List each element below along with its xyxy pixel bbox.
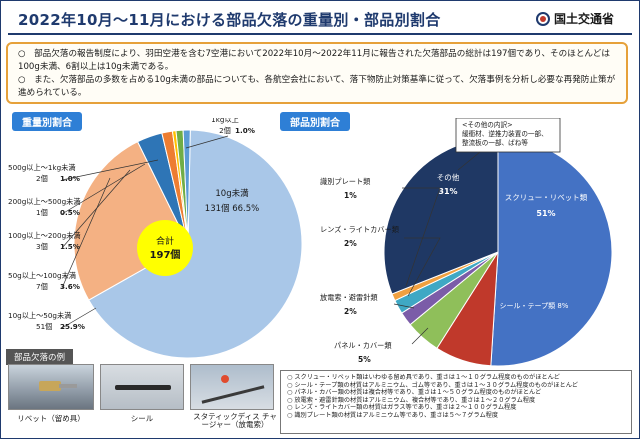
summary-box: ○ 部品欠落の報告制度により、羽田空港を含む7空港において2022年10月～20… [6, 42, 628, 104]
other-note-box [455, 118, 561, 153]
chart-label: 3個 [36, 242, 48, 251]
pie-slice [490, 137, 613, 367]
leader-line [61, 159, 159, 181]
chart-label: 0.5% [60, 208, 80, 217]
leader-line [457, 151, 481, 171]
rivet-caption: リベット（留め具） [17, 414, 85, 423]
chart-label: 2% [344, 307, 357, 316]
chart-label: シール・テープ類 8% [500, 301, 569, 310]
chart-label: 1% [344, 191, 357, 200]
chart-label: 25.9% [60, 322, 85, 331]
chart-label: 1kg以上 [211, 118, 239, 124]
pie-slice [182, 129, 191, 245]
chart-label: 1.5% [60, 242, 80, 251]
leader-line [61, 169, 131, 249]
discharger-caption: スタティックディス チャージャー（放電索） [193, 412, 277, 429]
leader-line [61, 163, 146, 215]
chart-label: 200g以上～500g未満 [8, 197, 81, 206]
chart-label: 51% [536, 209, 555, 218]
note-item: 放電索・避雷針類の材質はアルミニウム、複合材等であり、重さは１～２０グラム程度 [287, 397, 625, 405]
leader-line [411, 327, 429, 345]
leader-line [393, 303, 415, 309]
chart-label: 10g以上～50g未満 [8, 311, 71, 320]
weight-section-tag: 重量別割合 [12, 112, 82, 131]
note-item: パネル・カバー類の材質は複合材等であり、重さは１～５０グラム程度のものがほとんど [287, 389, 625, 397]
chart-label: 整流板の一部、ばね等 [462, 138, 528, 147]
discharger-photo [190, 364, 274, 410]
seal-caption: シール [130, 414, 154, 423]
seal-photo [100, 364, 184, 410]
summary-bullet-2: ○ また、欠落部品の多数を占める10g未満の部品についても、各航空会社において、… [18, 75, 616, 98]
chart-label: 1個 [36, 208, 48, 217]
chart-label: 197個 [150, 248, 181, 261]
part-pie-chart: スクリュー・リベット類 51% シール・テープ類 8% その他 31% 識別プレート類 1%… [320, 118, 613, 367]
page-title: 2022年10月～11月における部品欠落の重量別・部品別割合 [18, 11, 441, 29]
chart-label: パネル・カバー類 [334, 341, 392, 350]
leader-line [402, 187, 441, 287]
chart-label: 50g以上～100g未満 [8, 271, 76, 280]
chart-label: 識別プレート類 [320, 177, 371, 186]
rivet-photo [8, 364, 94, 410]
chart-label: <その他の内訳> [462, 120, 513, 129]
leader-line [404, 237, 441, 297]
chart-label: 1.0% [235, 126, 255, 135]
note-item: 識別プレート類の材質はアルミニウム等であり、重さは５～７グラム程度 [287, 412, 625, 420]
chart-label: 2% [344, 239, 357, 248]
chart-label: 131個 66.5% [205, 203, 259, 214]
chart-label: 31% [438, 187, 457, 196]
leader-line [61, 177, 111, 289]
photos-section-label: 部品欠落の例 [6, 349, 74, 365]
chart-label: 合計 [156, 235, 174, 247]
summary-bullet-1: ○ 部品欠落の報告制度により、羽田空港を含む7空港において2022年10月～20… [18, 49, 610, 72]
parts-notes-box: スクリュー・リベット類はいわゆる留め具であり、重さは１～１０グラム程度のものがほ… [280, 370, 632, 434]
chart-label: 100g以上～200g未満 [8, 231, 81, 240]
chart-label: 7個 [36, 282, 48, 291]
leader-line [61, 307, 97, 329]
chart-label: 緩衝材、逆推力装置の一部、 [462, 129, 548, 138]
chart-label: 3.6% [60, 282, 80, 291]
ministry-label: 国土交通省 [553, 12, 614, 26]
pie-center-disc [137, 220, 193, 276]
pie-slice [73, 141, 189, 301]
chart-label: その他 [437, 172, 460, 182]
note-item: レンズ・ライトカバー類の材質はガラス等であり、重さは２～１００グラム程度 [287, 404, 625, 412]
ministry-logo-icon [535, 11, 550, 26]
title-divider [8, 33, 632, 35]
chart-label: スクリュー・リベット類 [505, 192, 588, 202]
chart-label: 5% [358, 355, 371, 364]
chart-label: 500g以上～1kg未満 [8, 163, 76, 172]
note-item: スクリュー・リベット類はいわゆる留め具であり、重さは１～１０グラム程度のものがほ… [287, 374, 625, 382]
ministry-name: 国土交通省 [535, 10, 614, 27]
chart-label: 2個 [219, 126, 231, 135]
note-item: シール・テープ類の材質はアルミニウム、ゴム等であり、重さは１～３０グラム程度のも… [287, 382, 625, 390]
chart-label: 10g未満 [215, 188, 249, 199]
chart-label: レンズ・ライトカバー類 [320, 225, 400, 234]
pie-slice [88, 129, 303, 358]
chart-label: 放電索・避雷針類 [320, 293, 378, 302]
chart-label: 2個 [36, 174, 48, 183]
chart-label: 51個 [36, 322, 52, 331]
part-section-tag: 部品別割合 [280, 112, 350, 131]
leader-line [185, 135, 229, 149]
